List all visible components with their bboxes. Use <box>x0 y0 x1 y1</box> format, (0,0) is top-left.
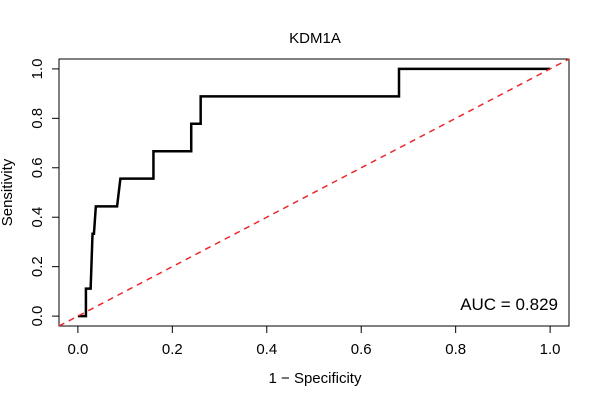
y-tick-label: 0.2 <box>29 256 46 277</box>
y-tick-label: 0.8 <box>29 108 46 129</box>
auc-annotation: AUC = 0.829 <box>460 295 558 314</box>
x-tick-label: 0.8 <box>445 341 466 358</box>
y-tick-label: 0.6 <box>29 157 46 178</box>
series-diagonal <box>58 58 570 327</box>
chart-title: KDM1A <box>289 30 341 47</box>
y-tick-label: 1.0 <box>29 58 46 79</box>
x-tick-label: 0.4 <box>256 341 277 358</box>
x-tick-label: 0.2 <box>162 341 183 358</box>
x-axis: 0.0 0.2 0.4 0.6 0.8 1.0 <box>67 325 561 358</box>
y-axis-title: Sensitivity <box>0 158 16 226</box>
y-tick-label: 0.4 <box>29 207 46 228</box>
x-tick-label: 0.0 <box>67 341 88 358</box>
y-tick-label: 0.0 <box>29 306 46 327</box>
y-axis: 0.0 0.2 0.4 0.6 0.8 1.0 <box>29 58 60 327</box>
series-layer <box>58 58 570 327</box>
x-axis-title: 1 − Specificity <box>269 370 362 387</box>
x-tick-label: 1.0 <box>540 341 561 358</box>
x-tick-label: 0.6 <box>351 341 372 358</box>
series-roc-curve <box>77 67 551 318</box>
